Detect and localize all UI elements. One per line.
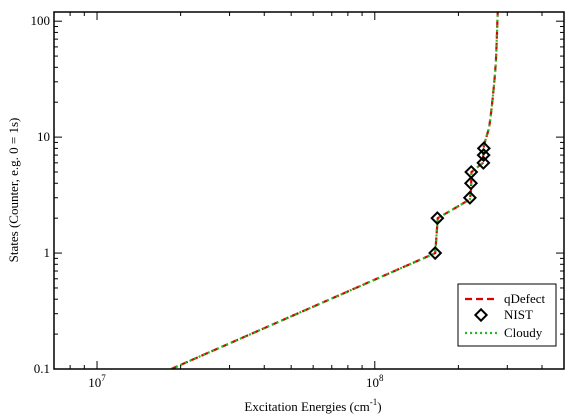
x-axis-title-sup: -1 — [370, 397, 378, 407]
y-tick-label: 10 — [37, 129, 50, 144]
nist-point — [476, 141, 491, 156]
x-tick-label: 107 — [88, 373, 106, 390]
y-tick-label: 1 — [44, 245, 51, 260]
plot-frame — [53, 11, 565, 370]
nist-point — [430, 211, 445, 226]
nist-point — [428, 245, 443, 261]
x-tick-base: 10 — [366, 375, 379, 390]
y-tick-label: 0.1 — [34, 361, 50, 376]
legend-label-nist: NIST — [504, 307, 533, 322]
nist-point — [476, 155, 491, 170]
nist-point — [464, 164, 479, 180]
x-axis-title-main: Excitation Energies (cm — [244, 399, 369, 414]
nist-point — [462, 190, 477, 205]
y-tick-label: 100 — [31, 13, 51, 28]
legend-label-cloudy: Cloudy — [504, 325, 543, 340]
series-line-cloudy — [170, 12, 499, 369]
series-line-qdefect — [170, 12, 499, 369]
y-axis-title: States (Counter, e.g. 0 = 1s) — [6, 118, 21, 263]
x-tick-exp: 8 — [379, 373, 384, 383]
series-layer — [170, 12, 499, 369]
nist-point — [463, 176, 479, 191]
x-tick-exp: 7 — [101, 373, 106, 383]
legend-label-qdefect: qDefect — [504, 291, 546, 306]
x-axis-title-end: ) — [377, 399, 381, 414]
legend: qDefect NIST Cloudy — [457, 283, 557, 347]
marker-layer — [428, 141, 491, 261]
x-tick-label: 108 — [366, 373, 384, 390]
x-tick-base: 10 — [88, 375, 101, 390]
x-axis-title: Excitation Energies (cm-1) — [244, 397, 381, 414]
legend-swatch-nist — [473, 307, 489, 323]
